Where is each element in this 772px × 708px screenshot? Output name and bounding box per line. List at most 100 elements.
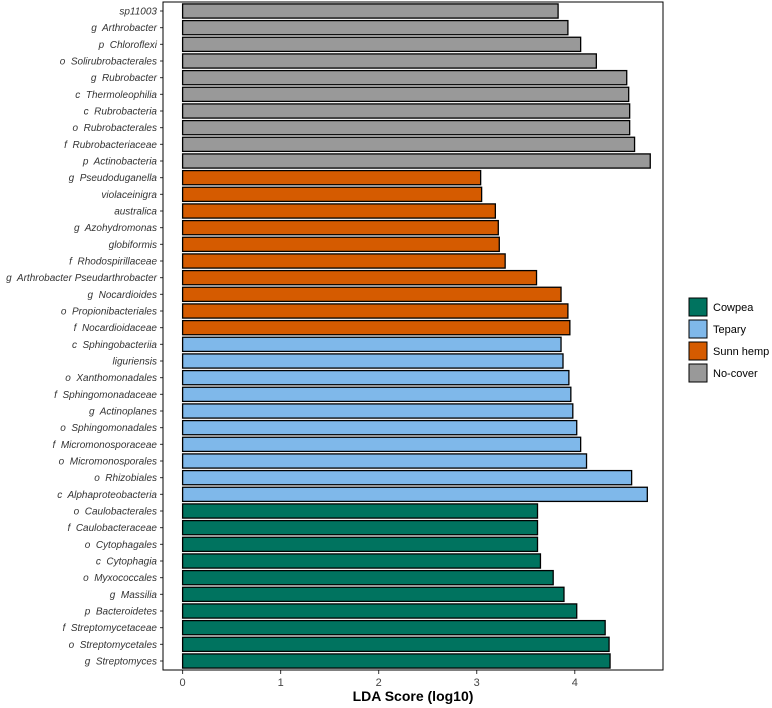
category-label: c Alphaproteobacteria [57,490,157,501]
category-label: o Xanthomonadales [65,373,157,384]
bar [181,386,572,403]
category-label: violaceinigra [101,190,157,201]
bar [181,603,578,619]
bar [181,236,500,253]
legend-label: Tepary [713,324,747,336]
category-label: o Micromonosporales [59,457,157,468]
x-axis-title: LDA Score (log10) [353,688,474,704]
bar [181,53,597,69]
bar [181,419,578,436]
category-label: g Actinoplanes [89,407,157,418]
category-label: g Arthrobacter Pseudarthrobacter [6,273,157,284]
x-tick-label: 4 [572,677,578,689]
bars-layer [181,3,651,669]
bar [181,169,482,186]
bar [181,519,539,536]
bar [181,453,588,469]
bar [181,503,539,519]
bar [181,219,499,236]
category-label: o Rhizobiales [94,473,157,484]
category-label: p Chloroflexi [98,40,158,51]
category-label: g Streptomyces [85,657,157,668]
category-label: c Sphingobacteriia [72,340,157,351]
bar [181,403,574,419]
bar [181,203,497,219]
bar [181,153,651,169]
bar [181,336,562,353]
bar [181,486,648,503]
x-tick-label: 0 [180,677,186,689]
category-label: f Micromonosporaceae [53,440,158,451]
category-label: p Actinobacteria [82,157,158,168]
legend-label: No-cover [713,368,758,380]
bar [181,136,636,153]
category-label: o Cytophagales [85,540,157,551]
category-label: c Thermoleophilia [75,90,157,101]
category-label: o Propionibacteriales [61,307,157,318]
bar [181,319,571,336]
bar [181,369,570,386]
bar [181,353,564,369]
category-label: c Cytophagia [96,557,158,568]
legend: Cowpea Tepary Sunn hemp No-cover [688,297,769,383]
bar [181,19,569,36]
category-label: o Sphingomonadales [60,423,157,434]
category-label: g Nocardioides [88,290,157,301]
category-label: f Streptomycetaceae [63,623,158,634]
bar [181,303,569,319]
category-label: c Rubrobacteria [84,107,158,118]
bar [181,653,611,669]
category-label: g Azohydromonas [74,223,157,234]
x-axis: 0 1 2 3 4 [180,670,578,689]
x-tick-label: 1 [278,677,284,689]
bar [181,553,542,569]
category-label: liguriensis [113,357,157,368]
bar [181,469,633,486]
bar [181,119,631,136]
category-label: f Nocardioidaceae [74,323,158,334]
bar [181,436,582,453]
category-label: o Rubrobacterales [73,123,158,134]
legend-swatch [688,297,708,317]
bar [181,586,565,603]
category-label: g Arthrobacter [91,23,157,34]
category-label: f Caulobacteraceae [67,523,157,534]
bar [181,3,559,19]
category-label: f Rubrobacteriaceae [64,140,157,151]
legend-label: Cowpea [713,302,754,314]
category-label: sp11003 [119,7,157,18]
legend-label: Sunn hemp [713,346,769,358]
bar [181,636,610,653]
x-tick-label: 3 [474,677,480,689]
category-label: australica [114,207,157,218]
bar [181,253,506,269]
category-label: g Massilia [110,590,158,601]
bar [181,619,606,636]
category-labels: sp11003 g Arthrobacter p Chloroflexi o Soli… [6,7,163,668]
category-label: p Bacteroidetes [84,607,157,618]
category-label: o Myxococcales [83,573,157,584]
legend-swatch [688,363,708,383]
bar [181,103,631,119]
category-label: o Solirubrobacterales [60,57,157,68]
x-tick-label: 2 [376,677,382,689]
bar [181,69,628,86]
category-label: g Pseudoduganella [69,173,158,184]
bar [181,36,582,53]
bar [181,569,554,586]
category-label: g Rubrobacter [91,73,158,84]
category-label: globiformis [109,240,157,251]
category-label: o Streptomycetales [69,640,157,651]
category-label: o Caulobacterales [74,507,157,518]
legend-swatch [688,319,708,339]
bar [181,269,538,286]
legend-swatch [688,341,708,361]
category-label: f Rhodospirillaceae [69,257,157,268]
category-label: f Sphingomonadaceae [54,390,157,401]
bar [181,186,483,203]
plot-panel-border [162,1,664,671]
bar [181,536,539,553]
bar [181,86,630,103]
bar [181,286,562,303]
